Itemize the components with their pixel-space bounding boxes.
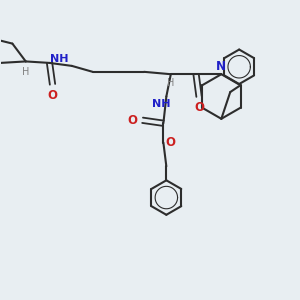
Text: H: H <box>22 67 29 77</box>
Text: O: O <box>194 101 204 114</box>
Text: N: N <box>216 60 226 73</box>
Text: O: O <box>127 114 137 127</box>
Text: O: O <box>166 136 176 149</box>
Text: O: O <box>47 89 58 102</box>
Text: NH: NH <box>50 54 68 64</box>
Text: H: H <box>167 78 175 88</box>
Text: NH: NH <box>152 100 170 110</box>
